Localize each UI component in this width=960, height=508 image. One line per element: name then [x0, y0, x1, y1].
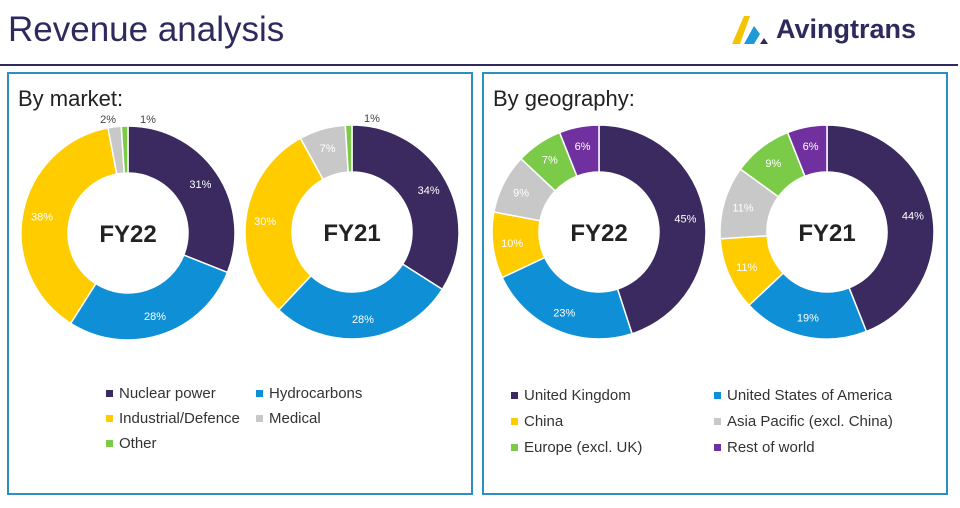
legend-label: Medical	[269, 410, 321, 427]
logo: Avingtrans	[730, 12, 916, 46]
slice-label: 11%	[732, 203, 753, 215]
slice-label: 7%	[542, 155, 558, 167]
slice-label: 6%	[575, 141, 591, 153]
donut-center-title: FY21	[798, 220, 855, 247]
legend-swatch	[714, 392, 721, 399]
legend-label: Other	[119, 435, 157, 452]
donut-center-title: FY22	[99, 221, 156, 248]
donut-slice	[826, 124, 935, 333]
legend-swatch	[106, 415, 113, 422]
slice-label: 9%	[765, 158, 781, 170]
slice-label: 7%	[320, 143, 336, 155]
legend-swatch	[511, 418, 518, 425]
donut-slice	[244, 137, 325, 312]
donut-slice	[786, 124, 828, 178]
slice-label: 9%	[513, 187, 529, 199]
logo-mark-icon	[732, 16, 768, 44]
donut-slice	[277, 263, 444, 340]
legend-label: United States of America	[727, 387, 893, 404]
donut-slice	[351, 124, 460, 291]
legend-item: Nuclear power	[106, 385, 216, 402]
legend-label: Industrial/Defence	[119, 410, 240, 427]
legend-swatch	[511, 392, 518, 399]
donut-slice	[120, 125, 129, 174]
slice-label: 38%	[31, 212, 53, 224]
slice-label: 10%	[501, 238, 523, 250]
donut-center-title: FY22	[570, 220, 627, 247]
legend-item: Hydrocarbons	[256, 385, 362, 402]
page-title: Revenue analysis	[8, 10, 285, 49]
slice-label: 31%	[189, 179, 211, 191]
slice-label: 34%	[418, 185, 440, 197]
slice-label: 45%	[674, 213, 696, 225]
geography-panel: By geography:	[482, 72, 948, 495]
legend-label: China	[524, 413, 564, 430]
slice-label: 6%	[803, 141, 819, 153]
donut-slice	[558, 124, 600, 178]
legend-item: United States of America	[714, 387, 892, 404]
title-divider	[0, 64, 958, 66]
market-heading: By market:	[18, 86, 124, 111]
legend-item: Industrial/Defence	[106, 410, 240, 427]
donut-slice	[127, 125, 236, 274]
slice-label: 11%	[736, 262, 757, 274]
slice-label: 28%	[144, 311, 166, 323]
donut-slice	[598, 124, 707, 335]
legend-item: Europe (excl. UK)	[511, 439, 642, 456]
legend-item: Other	[106, 435, 157, 452]
legend-item: United Kingdom	[511, 387, 631, 404]
legend-label: United Kingdom	[524, 387, 631, 404]
legend-item: Medical	[256, 410, 321, 427]
legend-swatch	[714, 418, 721, 425]
slice-label: 1%	[364, 113, 380, 125]
legend-item: China	[511, 413, 563, 430]
slice-label: 23%	[553, 307, 575, 319]
legend-label: Nuclear power	[119, 385, 216, 402]
legend-label: Europe (excl. UK)	[524, 439, 643, 456]
slice-label: 1%	[140, 114, 156, 126]
slice-label: 28%	[352, 314, 374, 326]
market-panel: By market:	[7, 72, 473, 495]
legend-item: Asia Pacific (excl. China)	[714, 413, 893, 430]
legend-swatch	[106, 390, 113, 397]
geography-heading: By geography:	[493, 86, 635, 111]
donut-slice	[20, 127, 118, 325]
donut-center-title: FY21	[323, 220, 380, 247]
legend-swatch	[511, 444, 518, 451]
donut-slice	[69, 254, 229, 341]
donut-slice	[344, 124, 353, 173]
legend-label: Rest of world	[727, 439, 815, 456]
legend-label: Hydrocarbons	[269, 385, 363, 402]
slice-label: 30%	[254, 216, 276, 228]
legend-label: Asia Pacific (excl. China)	[727, 413, 893, 430]
legend-swatch	[106, 440, 113, 447]
slice-label: 2%	[100, 114, 116, 126]
slice-label: 19%	[797, 312, 819, 324]
legend-swatch	[256, 415, 263, 422]
slice-label: 44%	[902, 211, 924, 223]
donut-slice	[501, 256, 634, 340]
legend-item: Rest of world	[714, 439, 815, 456]
legend-swatch	[256, 390, 263, 397]
logo-text: Avingtrans	[776, 13, 917, 44]
legend-swatch	[714, 444, 721, 451]
